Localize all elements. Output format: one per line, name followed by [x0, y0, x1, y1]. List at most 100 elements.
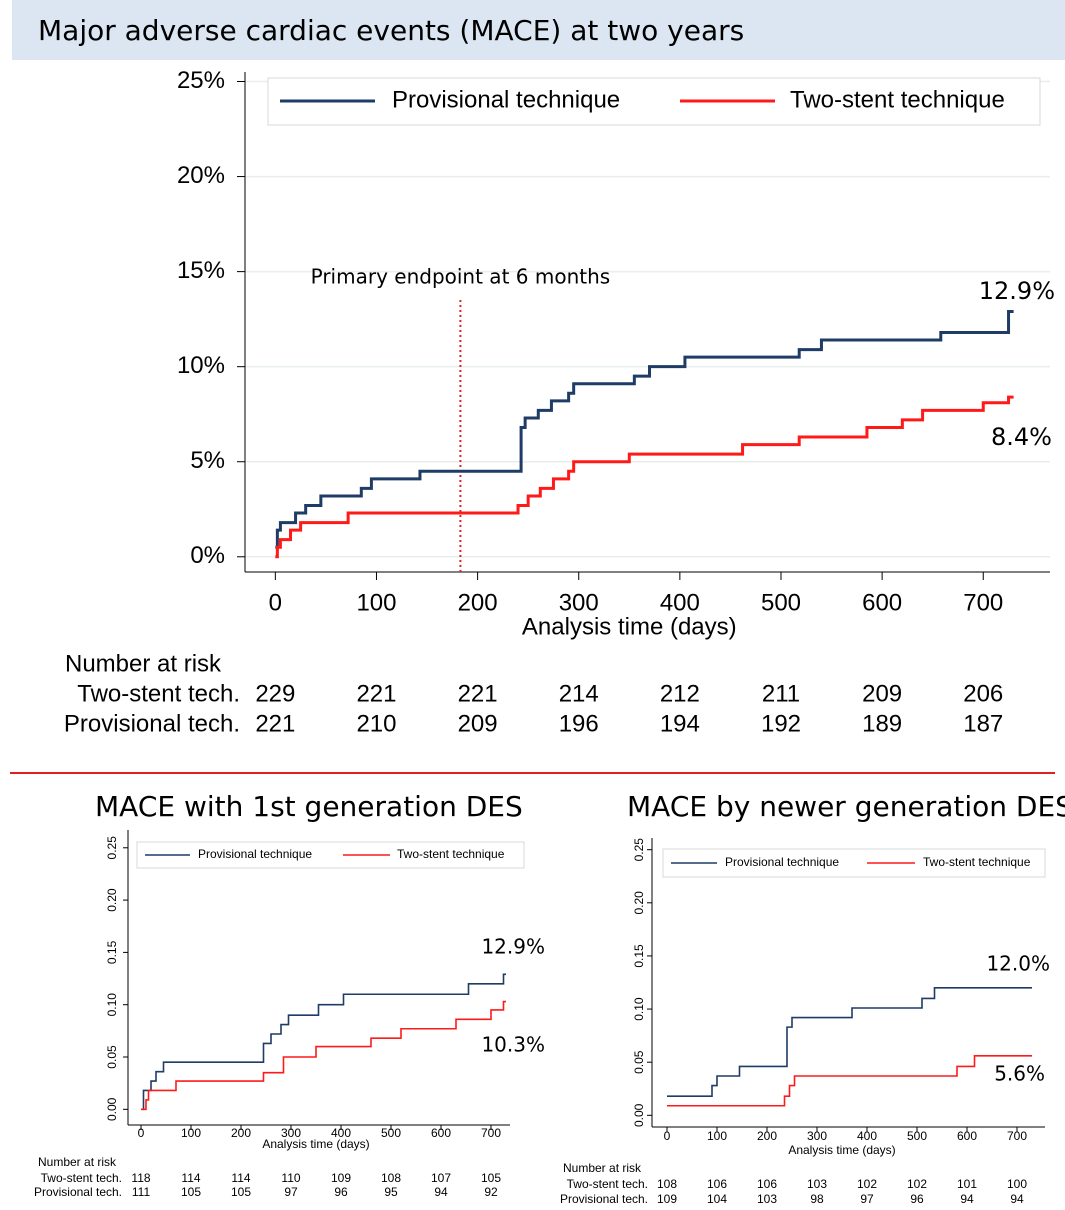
x-tick-label: 300 [281, 1126, 301, 1140]
risk-title: Number at risk [65, 650, 222, 677]
risk-row-label: Two-stent tech. [77, 680, 240, 707]
end-label: 12.9% [979, 277, 1055, 305]
risk-value: 221 [356, 680, 396, 707]
x-tick-label: 100 [181, 1126, 201, 1140]
y-tick-label: 25% [177, 67, 225, 94]
risk-value: 212 [660, 680, 700, 707]
risk-value: 118 [131, 1171, 150, 1185]
x-tick-label: 500 [381, 1126, 401, 1140]
risk-value: 211 [762, 680, 800, 707]
chart-title: Major adverse cardiac events (MACE) at t… [38, 14, 744, 47]
y-tick-label: 10% [177, 352, 225, 379]
risk-value: 105 [481, 1171, 501, 1185]
risk-row-label: Two-stent tech. [41, 1171, 122, 1185]
risk-row-label: Provisional tech. [34, 1185, 122, 1199]
x-tick-label: 600 [862, 589, 902, 616]
risk-value: 95 [384, 1185, 398, 1199]
risk-value: 94 [1010, 1192, 1024, 1206]
y-tick-label: 0.20 [632, 891, 646, 915]
risk-value: 210 [356, 710, 396, 737]
risk-title: Number at risk [563, 1161, 642, 1175]
end-label: 8.4% [991, 423, 1052, 451]
y-tick-label: 0.25 [105, 836, 119, 860]
risk-value: 189 [862, 710, 902, 737]
risk-value: 97 [860, 1192, 874, 1206]
risk-value: 105 [181, 1185, 201, 1199]
risk-value: 102 [857, 1177, 877, 1191]
risk-value: 106 [707, 1177, 727, 1191]
chart-title: MACE by newer generation DES [627, 790, 1065, 823]
x-tick-label: 0 [269, 589, 282, 616]
km-line [275, 310, 1014, 549]
risk-row-label: Provisional tech. [560, 1192, 648, 1206]
legend-label: Provisional technique [725, 855, 839, 869]
chart-title: MACE with 1st generation DES [95, 790, 523, 823]
x-tick-label: 300 [807, 1129, 827, 1143]
risk-value: 114 [231, 1171, 250, 1185]
y-tick-label: 0.15 [632, 944, 646, 968]
legend-label: Two-stent technique [923, 855, 1031, 869]
x-tick-label: 400 [857, 1129, 877, 1143]
x-tick-label: 400 [660, 589, 700, 616]
y-tick-label: 0.15 [105, 940, 119, 964]
risk-value: 196 [559, 710, 599, 737]
risk-value: 100 [1007, 1177, 1027, 1191]
y-tick-label: 0.00 [632, 1103, 646, 1127]
end-label: 5.6% [994, 1062, 1045, 1086]
x-axis-title: Analysis time (days) [788, 1143, 895, 1157]
y-tick-label: 20% [177, 162, 225, 189]
risk-value: 194 [660, 710, 700, 737]
end-label: 12.9% [481, 935, 545, 959]
end-label: 10.3% [481, 1033, 545, 1057]
x-tick-label: 200 [458, 589, 498, 616]
x-tick-label: 500 [761, 589, 801, 616]
x-tick-label: 700 [963, 589, 1003, 616]
x-tick-label: 100 [707, 1129, 727, 1143]
y-tick-label: 0% [190, 542, 225, 569]
title-band [12, 0, 1065, 60]
risk-value: 107 [431, 1171, 451, 1185]
risk-value: 103 [757, 1192, 777, 1206]
risk-title: Number at risk [38, 1155, 117, 1169]
risk-value: 101 [957, 1177, 977, 1191]
risk-value: 94 [960, 1192, 974, 1206]
legend-label: Provisional technique [392, 86, 620, 113]
risk-value: 97 [284, 1185, 298, 1199]
risk-value: 96 [910, 1192, 924, 1206]
y-tick-label: 0.25 [632, 838, 646, 862]
risk-value: 214 [559, 680, 599, 707]
risk-value: 109 [331, 1171, 351, 1185]
legend-label: Provisional technique [198, 847, 312, 861]
legend-box [662, 848, 1046, 878]
x-tick-label: 500 [907, 1129, 927, 1143]
risk-value: 108 [381, 1171, 401, 1185]
y-tick-label: 0.05 [105, 1045, 119, 1069]
x-tick-label: 300 [559, 589, 599, 616]
risk-value: 209 [458, 710, 498, 737]
risk-value: 109 [657, 1192, 677, 1206]
legend-box [136, 841, 525, 869]
x-tick-label: 0 [664, 1129, 671, 1143]
risk-value: 103 [807, 1177, 827, 1191]
y-tick-label: 0.05 [632, 1050, 646, 1074]
km-line [141, 1000, 506, 1111]
risk-value: 104 [707, 1192, 727, 1206]
risk-value: 108 [657, 1177, 677, 1191]
y-tick-label: 5% [190, 447, 225, 474]
risk-value: 221 [255, 710, 295, 737]
risk-value: 209 [862, 680, 902, 707]
legend-label: Two-stent technique [790, 86, 1005, 113]
risk-row-label: Provisional tech. [64, 710, 240, 737]
annotation-text: Primary endpoint at 6 months [311, 265, 611, 289]
x-tick-label: 0 [138, 1126, 145, 1140]
risk-value: 187 [963, 710, 1003, 737]
x-axis-title: Analysis time (days) [522, 613, 737, 640]
risk-row-label: Two-stent tech. [567, 1177, 648, 1191]
risk-value: 114 [181, 1171, 200, 1185]
risk-value: 94 [434, 1185, 448, 1199]
risk-value: 110 [281, 1171, 300, 1185]
km-line [667, 1055, 1032, 1107]
legend-box [267, 77, 1041, 126]
risk-value: 229 [255, 680, 295, 707]
